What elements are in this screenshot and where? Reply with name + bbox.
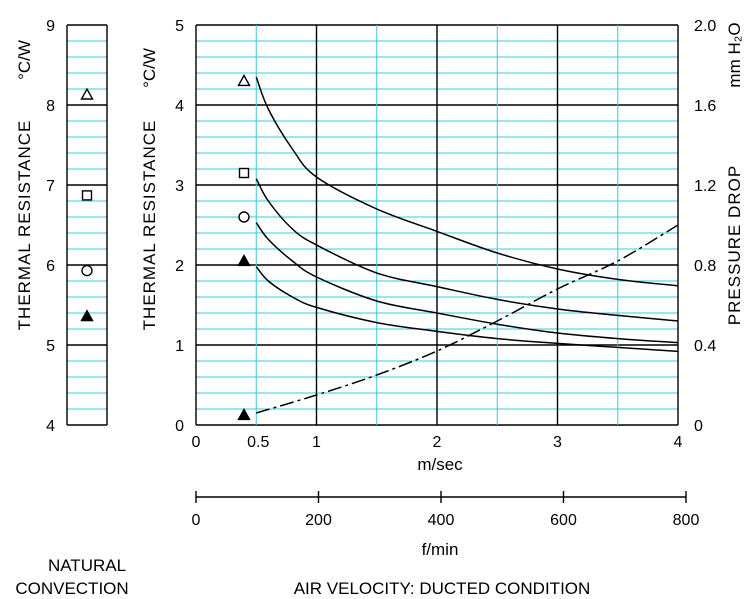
x-fmin-tick-label: 0 [192, 512, 201, 529]
natural-convection-marker-triangle-filled [80, 309, 94, 322]
x-label-msec: m/sec [417, 455, 463, 474]
left-ytick-label: 4 [46, 418, 55, 435]
right-ytick-label: 1 [175, 338, 184, 355]
pressure-drop-curve [256, 224, 679, 414]
x-fmin-tick-label: 800 [673, 512, 700, 529]
thermal-resistance-curve-triangle-filled [255, 266, 679, 353]
curves [255, 76, 679, 414]
thermal-resistance-curve-square-open [255, 178, 679, 322]
ducted-title: AIR VELOCITY: DUCTED CONDITION [294, 579, 591, 598]
y2-tick-label: 0.8 [694, 258, 716, 275]
thermal-resistance-curve-circle-open [255, 222, 679, 344]
curve-marker-circle-open [238, 211, 250, 223]
y2-tick-label: 1.2 [694, 178, 716, 195]
left-ytick-label: 5 [46, 338, 55, 355]
natural-convection-marker-square-open [81, 190, 93, 201]
right-ytick-label: 4 [175, 98, 184, 115]
right-ylabel: THERMAL RESISTANCE [140, 120, 159, 331]
x-msec-tick-label: 1 [312, 434, 321, 451]
y2-tick-label: 0.4 [694, 338, 716, 355]
natural-convection-label-line1: NATURAL [48, 556, 126, 575]
y2-tick-label: 0 [694, 418, 703, 435]
right-ytick-label: 0 [175, 418, 184, 435]
left-ylabel: THERMAL RESISTANCE [15, 120, 34, 331]
x-msec-tick-label: 3 [553, 434, 562, 451]
y2-tick-label: 1.6 [694, 98, 716, 115]
y2-label: PRESSURE DROP [725, 165, 744, 325]
ducted-grid [195, 24, 679, 426]
left-yunit: °C/W [15, 40, 34, 80]
right-ytick-label: 3 [175, 178, 184, 195]
y2-unit: mm H₂O [725, 22, 744, 87]
x-msec-tick-label: 2 [433, 434, 442, 451]
x-msec-tick-label: 4 [674, 434, 683, 451]
curve-marker-triangle-filled [237, 254, 251, 267]
left-ytick-label: 8 [46, 98, 55, 115]
pressure-drop-marker [237, 408, 251, 421]
curve-marker-square-open [238, 167, 250, 179]
left-ytick-label: 7 [46, 178, 55, 195]
right-ytick-label: 5 [175, 18, 184, 35]
natural-convection-grid [66, 24, 108, 426]
natural-convection-label-line2: CONVECTION [15, 579, 128, 598]
x-fmin-tick-label: 400 [428, 512, 455, 529]
x-fmin-tick-label: 600 [550, 512, 577, 529]
thermal-resistance-curve-triangle-open [255, 76, 679, 287]
left-ytick-label: 9 [46, 18, 55, 35]
natural-convection-marker-triangle-open [80, 87, 94, 100]
x-msec-tick-label: 0.5 [247, 434, 269, 451]
x-label-fmin: f/min [422, 540, 459, 559]
curve-marker-triangle-open [237, 74, 251, 87]
x-fmin-tick-label: 200 [305, 512, 332, 529]
right-yunit: °C/W [140, 48, 159, 88]
left-ytick-label: 6 [46, 258, 55, 275]
x-msec-tick-label: 0 [192, 434, 201, 451]
y2-tick-label: 2.0 [694, 18, 716, 35]
natural-convection-marker-circle-open [81, 264, 93, 277]
markers [80, 74, 251, 421]
right-ytick-label: 2 [175, 258, 184, 275]
